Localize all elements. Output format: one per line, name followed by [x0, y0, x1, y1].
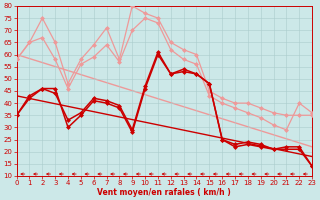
X-axis label: Vent moyen/en rafales ( km/h ): Vent moyen/en rafales ( km/h ): [98, 188, 231, 197]
